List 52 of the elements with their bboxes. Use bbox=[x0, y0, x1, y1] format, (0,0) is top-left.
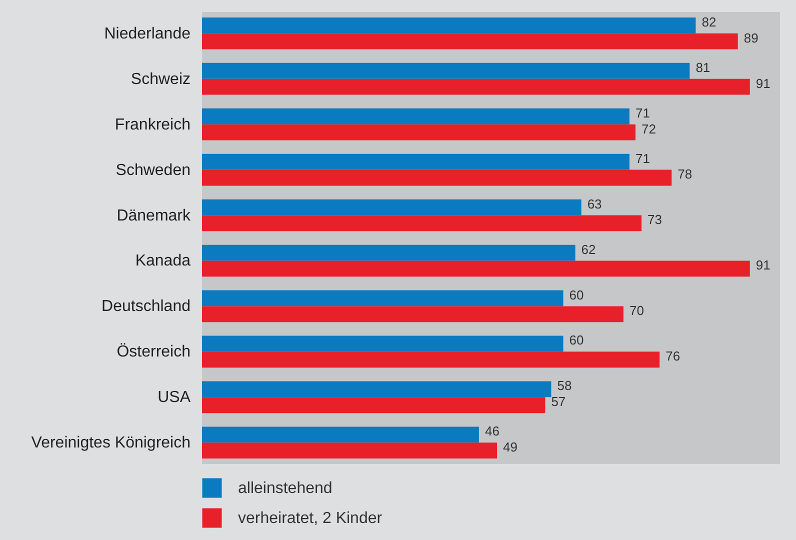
bar bbox=[202, 442, 498, 459]
bar bbox=[202, 17, 696, 34]
data-label: 49 bbox=[503, 440, 518, 455]
bar bbox=[202, 381, 552, 398]
y-tick-label: Vereinigtes Königreich bbox=[31, 434, 190, 452]
bar bbox=[202, 170, 672, 186]
bar bbox=[202, 397, 546, 414]
bar bbox=[202, 199, 582, 216]
data-label: 81 bbox=[696, 60, 710, 75]
data-label: 82 bbox=[702, 14, 716, 30]
legend-label: verheiratet, 2 Kinder bbox=[238, 510, 383, 527]
data-label: 58 bbox=[557, 378, 572, 394]
bar bbox=[202, 124, 636, 140]
bar bbox=[202, 108, 630, 124]
y-tick-label: Niederlande bbox=[104, 25, 191, 42]
y-tick-label: USA bbox=[158, 389, 191, 406]
bar bbox=[202, 154, 630, 170]
bar bbox=[202, 352, 660, 368]
y-tick-label: Deutschland bbox=[102, 298, 190, 316]
data-label: 76 bbox=[666, 348, 680, 364]
bar bbox=[202, 336, 564, 352]
data-label: 73 bbox=[648, 212, 662, 228]
bar bbox=[202, 62, 690, 79]
bar bbox=[202, 290, 564, 306]
y-tick-label: Frankreich bbox=[114, 116, 190, 134]
legend-label: alleinstehend bbox=[238, 480, 332, 497]
data-label: 91 bbox=[756, 76, 770, 91]
data-label: 60 bbox=[569, 287, 584, 302]
y-tick-label: Dänemark bbox=[116, 207, 192, 224]
y-tick-label: Kanada bbox=[135, 252, 191, 270]
bar bbox=[202, 260, 750, 277]
data-label: 72 bbox=[642, 121, 656, 136]
data-label: 46 bbox=[484, 424, 500, 439]
data-label: 63 bbox=[587, 196, 602, 212]
data-label: 62 bbox=[581, 242, 596, 257]
data-label: 71 bbox=[635, 150, 650, 166]
bar bbox=[202, 306, 624, 322]
data-label: 78 bbox=[678, 166, 692, 182]
bar bbox=[202, 244, 576, 261]
data-label: 57 bbox=[551, 394, 566, 410]
data-label: 89 bbox=[744, 30, 758, 46]
data-label: 91 bbox=[756, 258, 770, 273]
y-tick-label: Schweden bbox=[116, 162, 190, 179]
data-label: 60 bbox=[569, 332, 584, 348]
data-label: 70 bbox=[629, 303, 644, 318]
bar bbox=[202, 426, 479, 443]
data-label: 71 bbox=[635, 105, 650, 120]
bar bbox=[202, 33, 738, 50]
bar bbox=[202, 215, 642, 232]
bar bbox=[202, 78, 750, 95]
y-tick-label: Österreich bbox=[116, 342, 190, 361]
y-tick-label: Schweiz bbox=[130, 70, 190, 88]
